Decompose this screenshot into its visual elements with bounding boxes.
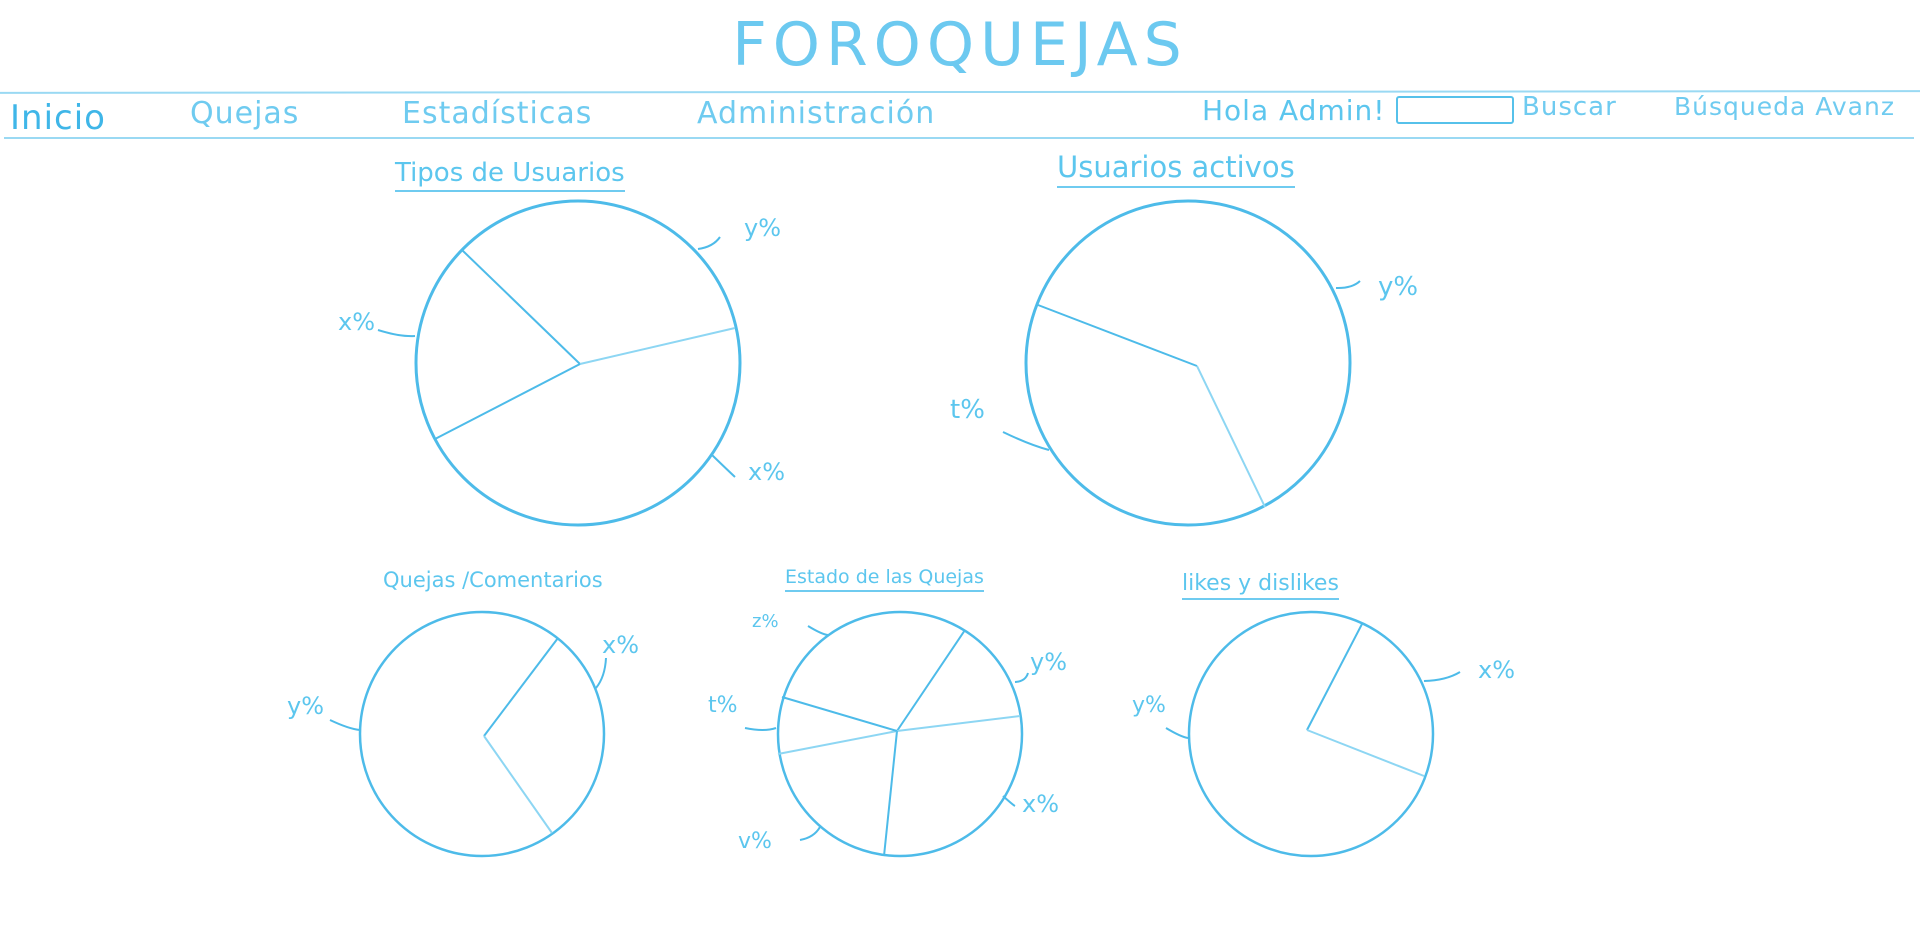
slice-label: x% — [602, 631, 639, 659]
pie-slice-divider — [462, 250, 580, 364]
pie-slice-divider — [435, 364, 580, 439]
pie-slice-divider — [484, 638, 558, 736]
slice-label: y% — [1132, 693, 1166, 718]
slice-leader-line — [712, 455, 735, 477]
pie-slice-divider — [1307, 730, 1424, 776]
pie-slice-divider — [484, 736, 552, 833]
slice-label: x% — [748, 458, 785, 486]
slice-leader-line — [1336, 281, 1360, 288]
pie-slice-divider — [1307, 624, 1362, 730]
pie-slice-divider — [580, 328, 735, 364]
slice-label: y% — [287, 692, 324, 720]
pie-outline — [778, 612, 1022, 856]
pie-chart-1: x% y% x% — [338, 201, 785, 525]
slice-label: y% — [744, 214, 781, 242]
slice-leader-line — [745, 728, 776, 730]
pie-chart-4: y% x% v% t% z% — [708, 611, 1067, 856]
pie-chart-5: x% y% — [1132, 612, 1515, 856]
slice-leader-line — [1166, 728, 1188, 738]
slice-leader-line — [808, 626, 828, 635]
slice-label: z% — [752, 611, 779, 632]
slice-label: x% — [338, 308, 375, 336]
slice-leader-line — [1015, 673, 1028, 682]
pie-slice-divider — [778, 731, 897, 754]
slice-label: x% — [1022, 790, 1059, 818]
pie-chart-2: y% t% — [950, 201, 1418, 525]
slice-label: y% — [1378, 272, 1418, 302]
slice-leader-line — [596, 658, 606, 688]
slice-leader-line — [800, 827, 820, 840]
slice-leader-line — [1003, 796, 1015, 806]
slice-label: t% — [950, 395, 985, 425]
pie-slice-divider — [782, 697, 897, 731]
slice-label: x% — [1478, 656, 1515, 684]
pie-slice-divider — [897, 716, 1020, 731]
pie-slice-divider — [897, 630, 965, 731]
slice-leader-line — [330, 720, 360, 730]
pie-slice-divider — [1038, 305, 1197, 366]
slice-label: v% — [738, 829, 772, 854]
pie-chart-3: x% y% — [287, 612, 639, 856]
slice-leader-line — [1424, 672, 1460, 681]
slice-leader-line — [698, 237, 720, 249]
slice-label: t% — [708, 693, 738, 718]
pie-outline — [360, 612, 604, 856]
pie-slice-divider — [1197, 366, 1265, 507]
slice-label: y% — [1030, 648, 1067, 676]
pie-slice-divider — [884, 731, 897, 856]
pie-outline — [1189, 612, 1433, 856]
slice-leader-line — [378, 330, 415, 336]
